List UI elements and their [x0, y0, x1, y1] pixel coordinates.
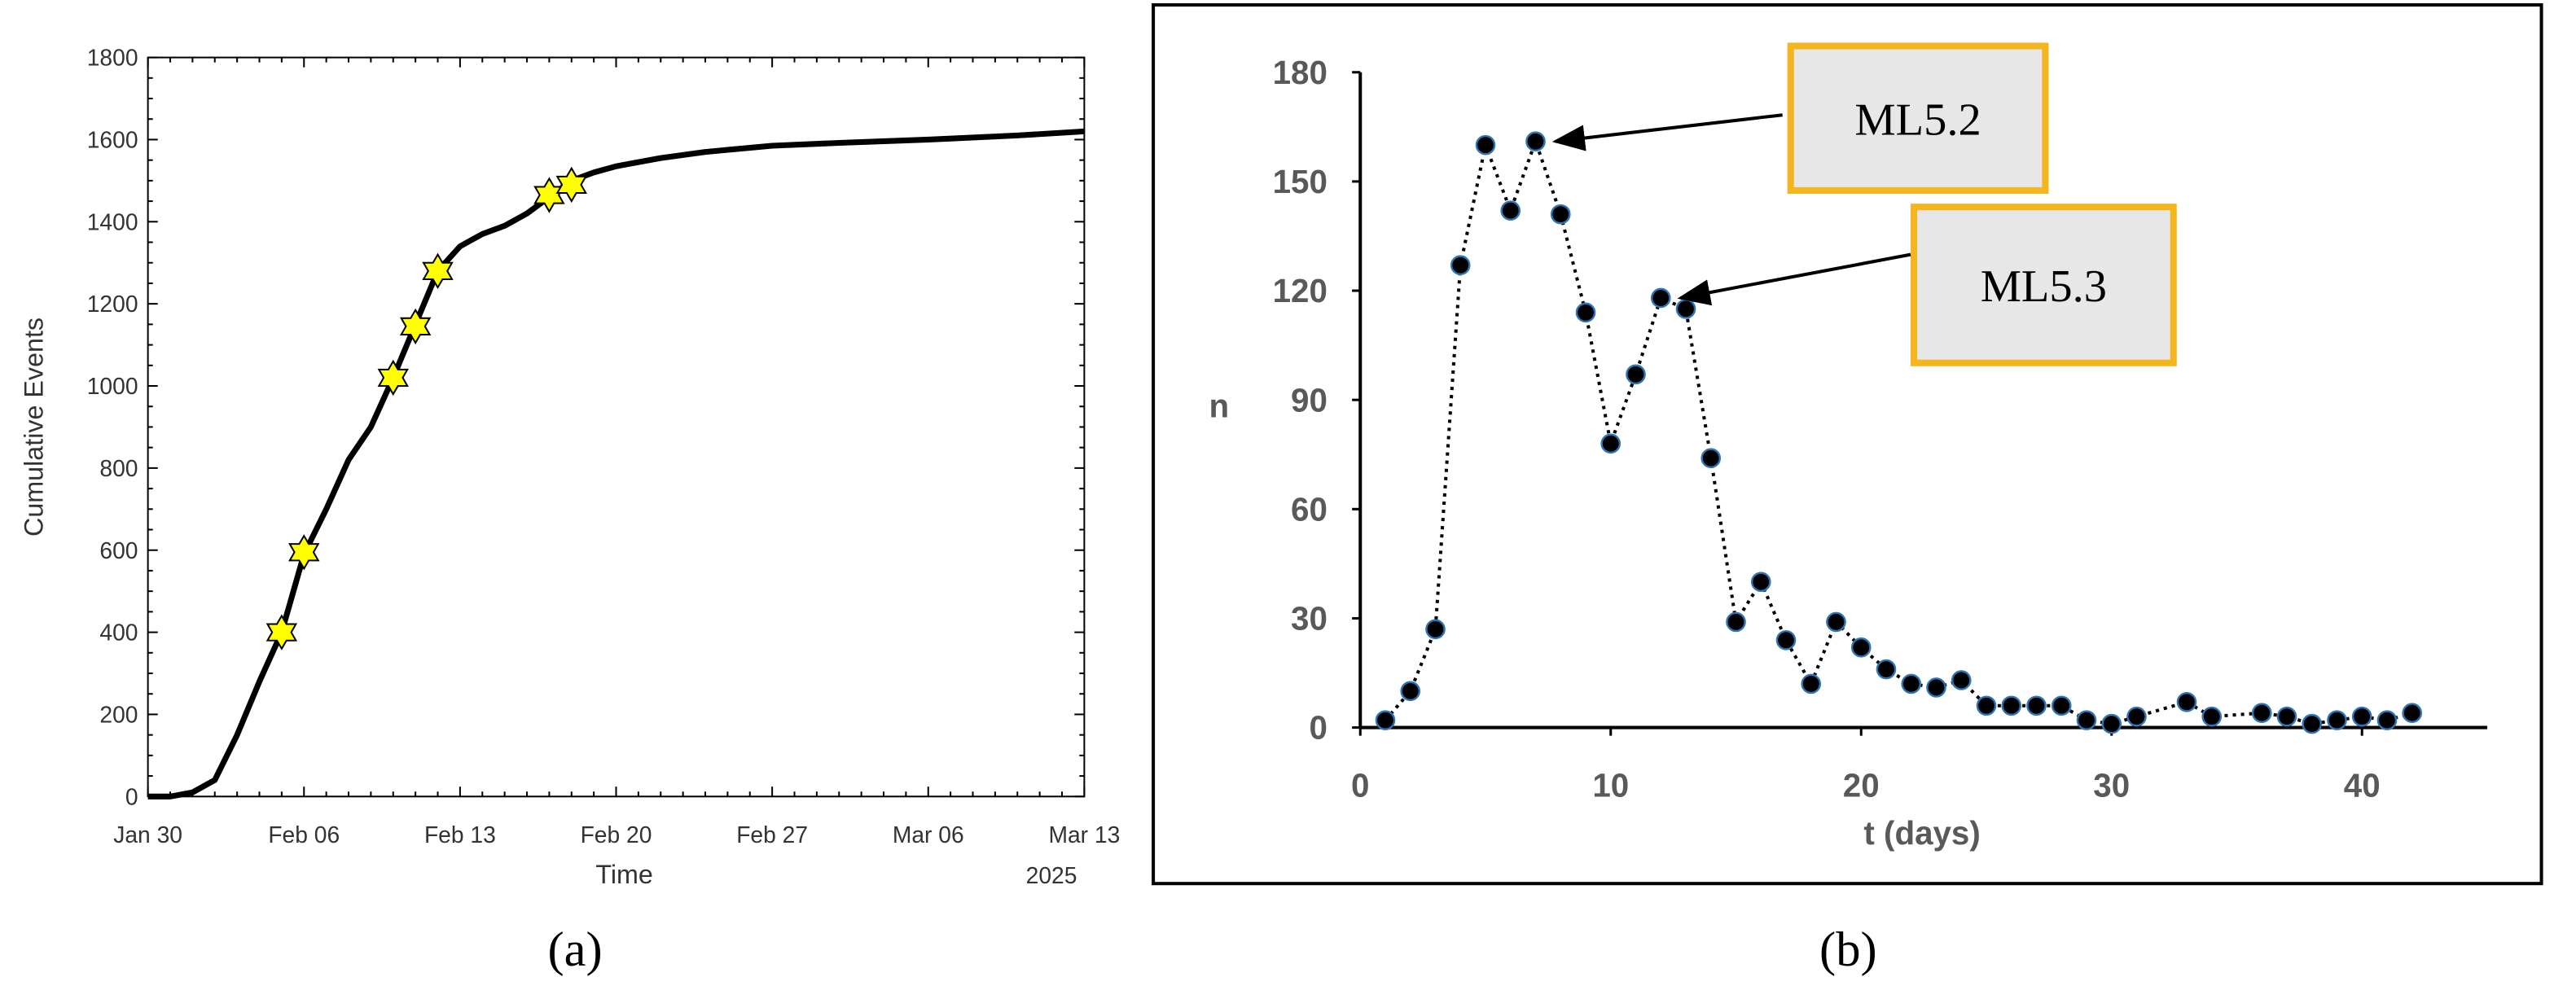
x-tick-label: 40	[2344, 766, 2381, 804]
point	[1450, 255, 1471, 276]
x-tick-label: Feb 20	[581, 822, 652, 848]
point	[2101, 713, 2122, 734]
y-tick-label: 200	[99, 702, 138, 728]
point	[1375, 710, 1396, 730]
point	[1826, 611, 1846, 633]
x-tick-label: 0	[1351, 766, 1369, 804]
panel-b: t (days) n (b) 0 30 60 90 120 150 180 0 10 20 30 40…	[1152, 3, 2543, 977]
x-annotation: 2025	[1026, 862, 1077, 888]
star-marker	[422, 252, 454, 289]
point	[1726, 611, 1746, 633]
y-tick-label: 1000	[87, 373, 138, 399]
y-tick-label: 150	[1273, 163, 1327, 200]
dotted-line	[1384, 136, 2413, 726]
x-tick-label: 30	[2093, 766, 2130, 804]
point	[1926, 677, 1946, 698]
point	[1626, 364, 1646, 385]
point	[2302, 713, 2323, 734]
x-tick-label: 10	[1592, 766, 1629, 804]
point	[2402, 703, 2423, 723]
point	[2276, 706, 2297, 727]
y-tick-label: 120	[1273, 272, 1327, 309]
x-tick-label: 20	[1843, 766, 1880, 804]
point	[1675, 299, 1696, 319]
panel-a: Time 2025 Cumulative Events (a) 0 200 400 6…	[20, 45, 1121, 977]
point	[1500, 200, 1521, 221]
cumulative-line	[147, 128, 1085, 800]
point	[1750, 572, 1771, 593]
x-tick-label: Feb 13	[424, 822, 496, 848]
star-marker	[399, 308, 432, 345]
y-tick-label: 1400	[87, 208, 138, 234]
y-axis-label: n	[1209, 387, 1229, 424]
point	[1525, 131, 1546, 152]
point	[1801, 673, 1822, 694]
x-axis-label: Time	[595, 860, 653, 889]
star-marker	[288, 534, 320, 571]
point	[1600, 433, 1622, 454]
y-tick-label: 0	[125, 783, 138, 809]
point	[1701, 448, 1722, 469]
point	[2026, 695, 2047, 716]
y-tick-label: 1800	[87, 45, 138, 71]
x-tick-label: Mar 13	[1048, 822, 1120, 848]
x-tick-label: Mar 06	[893, 822, 964, 848]
point	[2076, 710, 2097, 730]
point	[2001, 695, 2022, 716]
point	[2351, 706, 2372, 727]
point	[2327, 710, 2347, 730]
point	[1951, 670, 1972, 690]
point	[1400, 681, 1421, 702]
point	[1550, 204, 1571, 225]
y-tick-label: 600	[99, 537, 138, 563]
point	[2251, 703, 2272, 723]
panel-frame	[1152, 3, 2543, 886]
y-tick-label: 60	[1291, 490, 1327, 528]
panel-label: (a)	[548, 922, 603, 977]
annotation-box	[1787, 42, 2049, 195]
point	[1976, 695, 1997, 716]
y-tick-label: 1200	[87, 291, 138, 317]
annotation-text: ML5.3	[1981, 261, 2107, 312]
point	[1876, 659, 1897, 680]
x-tick-label: Jan 30	[113, 822, 182, 848]
point	[1850, 637, 1872, 658]
annotation-box	[1910, 204, 2177, 366]
x-tick-label: Feb 06	[268, 822, 340, 848]
point	[1575, 302, 1596, 323]
x-axis-label: t (days)	[1863, 814, 1980, 852]
y-axis-label: Cumulative Events	[20, 318, 49, 537]
point	[1475, 134, 1496, 156]
panel-label: (b)	[1819, 922, 1877, 977]
star-marker	[265, 614, 298, 651]
point	[2126, 706, 2147, 727]
y-tick-label: 1600	[87, 127, 138, 153]
point	[2201, 706, 2223, 727]
y-tick-label: 180	[1273, 54, 1327, 91]
x-tick-label: Feb 27	[736, 822, 808, 848]
point	[1425, 619, 1446, 640]
point	[1775, 629, 1797, 651]
point	[2176, 691, 2197, 712]
point	[1650, 287, 1671, 309]
y-tick-label: 800	[99, 455, 138, 481]
y-tick-label: 30	[1291, 600, 1327, 638]
annotation-text: ML5.2	[1854, 94, 1981, 145]
point	[1901, 673, 1922, 694]
y-tick-label: 90	[1291, 381, 1327, 418]
star-marker	[555, 166, 587, 204]
annotation-arrow	[1551, 113, 1783, 151]
point	[2376, 710, 2398, 730]
star-marker	[377, 359, 409, 397]
y-tick-label: 400	[99, 620, 138, 646]
annotation-arrow	[1677, 252, 1911, 306]
point	[2051, 695, 2072, 716]
y-tick-label: 0	[1309, 709, 1327, 747]
